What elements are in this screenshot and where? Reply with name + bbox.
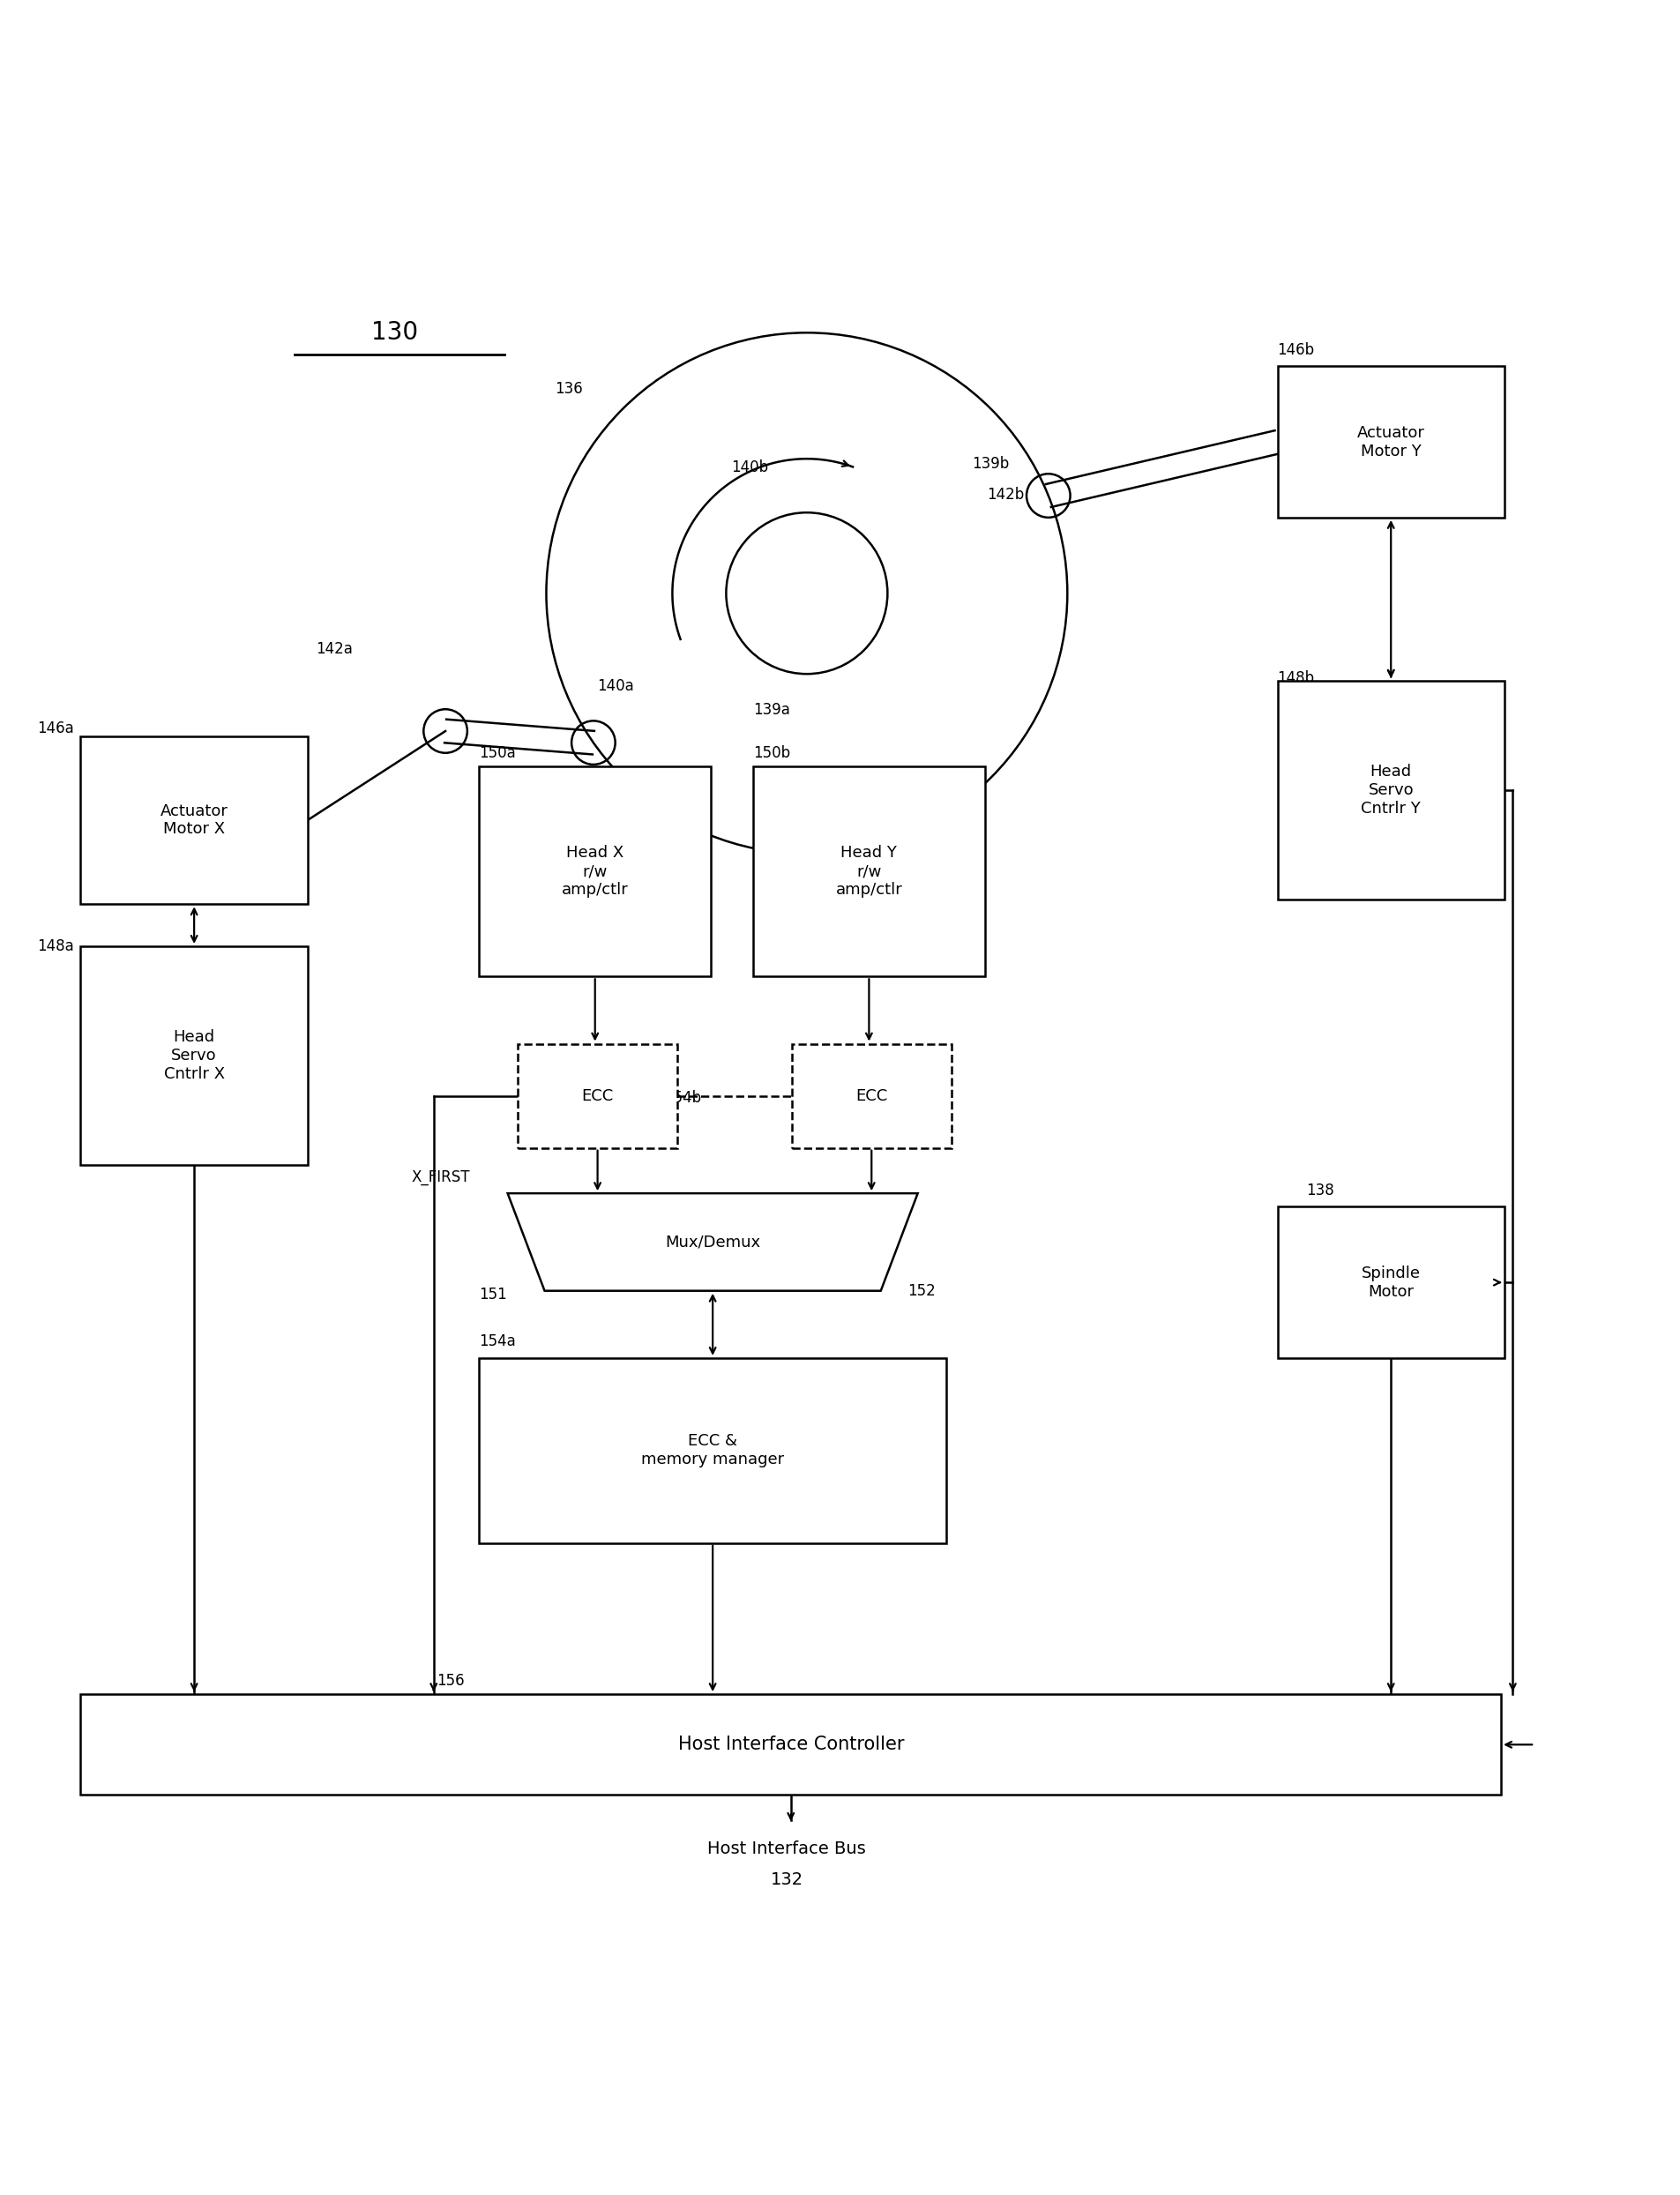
Text: 148b: 148b [1277, 669, 1314, 685]
Text: 150b: 150b [753, 746, 790, 762]
Text: 138: 138 [1305, 1183, 1334, 1198]
Text: 154a: 154a [479, 1335, 516, 1350]
Text: Host Interface Controller: Host Interface Controller [677, 1736, 904, 1754]
FancyBboxPatch shape [81, 946, 307, 1166]
Text: 140b: 140b [731, 459, 768, 476]
Text: ECC: ECC [581, 1089, 613, 1104]
FancyBboxPatch shape [81, 735, 307, 904]
FancyBboxPatch shape [1277, 680, 1504, 900]
FancyBboxPatch shape [753, 766, 984, 977]
FancyBboxPatch shape [479, 766, 711, 977]
Text: Head
Servo
Cntrlr X: Head Servo Cntrlr X [163, 1029, 225, 1082]
Text: 140a: 140a [596, 678, 633, 694]
Text: Mux/Demux: Mux/Demux [665, 1234, 759, 1249]
Text: Head
Servo
Cntrlr Y: Head Servo Cntrlr Y [1361, 764, 1420, 817]
Text: 156: 156 [437, 1673, 465, 1690]
Text: Head X
r/w
amp/ctlr: Head X r/w amp/ctlr [561, 845, 628, 898]
Text: 139b: 139b [971, 457, 1008, 472]
FancyBboxPatch shape [1277, 1207, 1504, 1359]
Text: 142a: 142a [316, 641, 353, 656]
Text: 136: 136 [554, 380, 583, 397]
FancyBboxPatch shape [1277, 367, 1504, 518]
Text: ECC &
memory manager: ECC & memory manager [640, 1433, 785, 1468]
Text: 130: 130 [371, 320, 418, 345]
Text: Host Interface Bus: Host Interface Bus [707, 1842, 865, 1857]
Text: 142b: 142b [986, 487, 1023, 503]
Text: 148a: 148a [37, 939, 74, 955]
Text: 152: 152 [907, 1284, 936, 1299]
Text: Head Y
r/w
amp/ctlr: Head Y r/w amp/ctlr [835, 845, 902, 898]
Text: 146b: 146b [1277, 342, 1314, 358]
Text: 139a: 139a [753, 702, 790, 718]
FancyBboxPatch shape [81, 1695, 1500, 1796]
Text: X_FIRST: X_FIRST [412, 1170, 470, 1185]
Text: Actuator
Motor X: Actuator Motor X [160, 803, 228, 836]
Text: 154b: 154b [664, 1091, 701, 1106]
Text: 150a: 150a [479, 746, 516, 762]
Text: Spindle
Motor: Spindle Motor [1361, 1264, 1420, 1299]
Text: 132: 132 [769, 1870, 803, 1888]
FancyBboxPatch shape [791, 1043, 951, 1148]
Text: ECC: ECC [855, 1089, 887, 1104]
FancyBboxPatch shape [479, 1359, 946, 1543]
Text: Actuator
Motor Y: Actuator Motor Y [1356, 426, 1425, 459]
Text: 151: 151 [479, 1286, 507, 1302]
FancyBboxPatch shape [517, 1043, 677, 1148]
Text: 146a: 146a [37, 720, 74, 735]
